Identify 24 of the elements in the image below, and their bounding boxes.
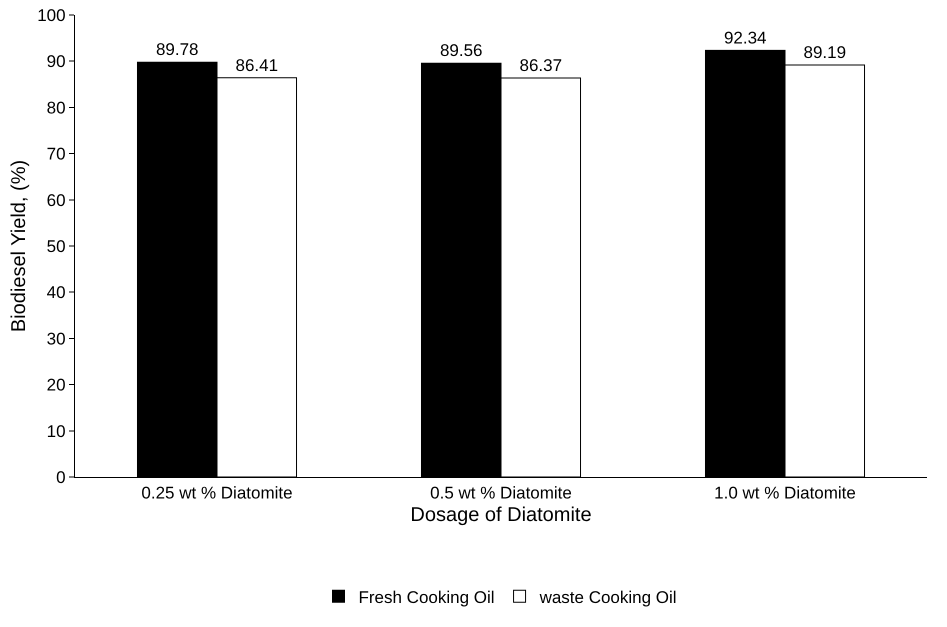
legend-label: waste Cooking Oil (538, 588, 677, 607)
x-axis-title: Dosage of Diatomite (410, 504, 592, 526)
x-tick-label: 0.25 wt % Diatomite (141, 483, 293, 502)
y-tick-label: 30 (46, 329, 66, 348)
y-axis-title: Biodiesel Yield, (%) (8, 160, 30, 332)
legend-label: Fresh Cooking Oil (358, 588, 495, 607)
y-tick-label: 90 (46, 52, 66, 72)
x-tick-label: 1.0 wt % Diatomite (714, 483, 856, 502)
data-label: 92.34 (724, 28, 767, 48)
y-tick-label: 10 (46, 422, 66, 441)
y-tick-label: 70 (46, 144, 66, 164)
y-tick-label: 40 (46, 283, 66, 302)
y-tick-label: 0 (56, 468, 66, 487)
y-tick-label: 80 (46, 98, 66, 118)
data-label: 89.56 (440, 41, 483, 60)
y-tick-label: 100 (37, 6, 66, 25)
data-label: 89.78 (156, 40, 199, 60)
y-tick-label: 20 (46, 376, 66, 395)
y-tick-label: 60 (46, 190, 66, 210)
data-label: 89.19 (803, 42, 846, 62)
y-tick-label: 50 (46, 236, 66, 256)
data-label: 86.41 (235, 56, 278, 75)
x-tick-label: 0.5 wt % Diatomite (430, 483, 572, 502)
data-label: 86.37 (519, 56, 562, 75)
